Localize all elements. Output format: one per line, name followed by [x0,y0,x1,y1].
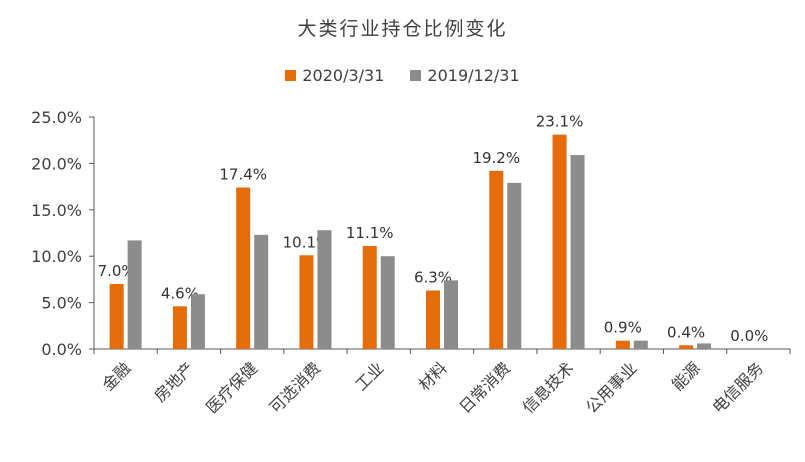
bar-series-1 [489,170,504,349]
data-label: 11.1% [346,224,394,242]
bar-series-1 [426,290,440,349]
x-category-label: 工业 [351,358,387,394]
bar-series-2 [444,280,458,349]
x-category-label: 能源 [668,358,704,394]
data-label: 6.3% [414,269,452,287]
legend-swatch-series-2 [410,70,422,81]
y-tick-label: 25.0% [31,108,82,127]
data-label: 0.4% [667,323,705,341]
bar-series-1 [299,255,314,349]
y-tick-label: 10.0% [31,247,82,266]
bar-series-1 [679,345,694,349]
legend-item-series-2: 2019/12/31 [410,66,520,85]
x-category-label: 电信服务 [708,358,767,417]
bar-series-2 [633,340,648,349]
y-tick-label: 20.0% [31,154,82,173]
data-label: 23.1% [536,113,584,131]
x-category-label: 金融 [98,358,134,394]
y-tick-label: 15.0% [31,201,82,220]
legend-item-series-1: 2020/3/31 [285,66,384,85]
bar-series-2 [697,343,712,349]
bar-series-1 [615,340,630,349]
bar-series-1 [236,187,251,349]
data-label: 7.0% [98,262,136,280]
bar-series-2 [570,155,585,349]
bar-series-2 [127,240,142,349]
legend-swatch-series-1 [285,70,297,81]
chart-title: 大类行业持仓比例变化 [297,18,508,40]
x-category-label: 医疗保健 [202,358,261,417]
bar-series-2 [507,182,522,349]
bar-series-1 [552,134,567,349]
x-category-label: 可选消费 [266,358,325,417]
bar-series-2 [317,230,332,349]
x-category-label: 房地产 [150,358,197,405]
bar-series-2 [190,294,205,349]
bar-series-1 [109,284,124,349]
legend: 2020/3/31 2019/12/31 [0,66,805,85]
y-tick-label: 5.0% [41,294,82,313]
legend-label-series-2: 2019/12/31 [427,66,520,85]
x-category-label: 日常消费 [455,358,514,417]
x-category-label: 公用事业 [582,358,641,417]
data-label: 19.2% [472,149,520,167]
x-category-label: 材料 [415,358,451,394]
bar-series-1 [172,306,187,349]
y-tick-label: 0.0% [41,340,82,359]
bar-series-2 [380,256,395,349]
data-label: 0.9% [604,319,642,337]
x-category-label: 信息技术 [519,358,578,417]
bar-series-1 [362,245,377,349]
data-label: 4.6% [161,284,199,302]
legend-label-series-1: 2020/3/31 [302,66,385,85]
data-label: 0.0% [730,327,768,345]
bar-series-2 [254,234,269,349]
data-label: 17.4% [219,166,267,184]
